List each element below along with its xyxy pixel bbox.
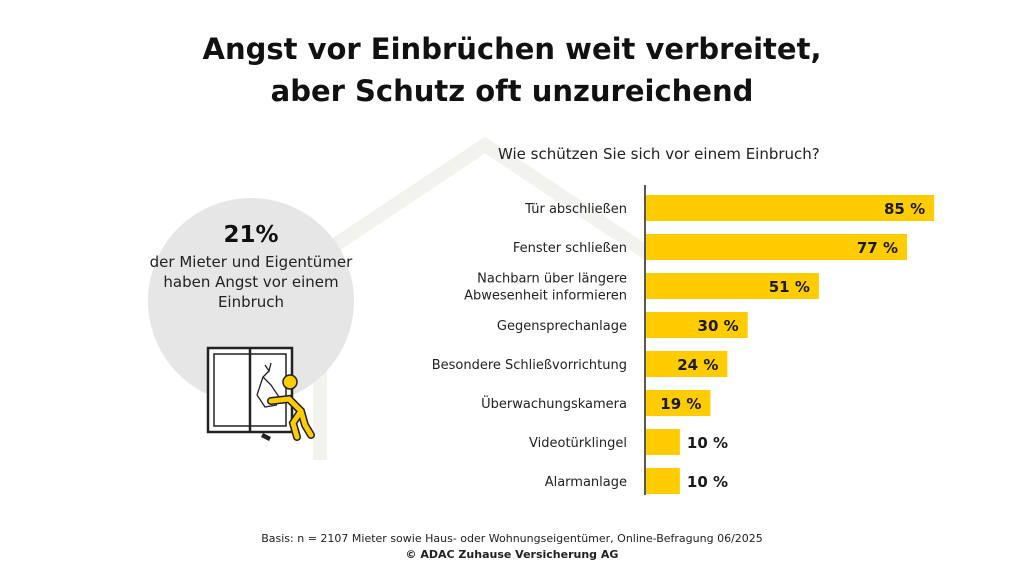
category-label: Alarmanlage	[545, 475, 627, 490]
value-label: 77 %	[857, 239, 898, 257]
value-label: 19 %	[660, 395, 701, 413]
bar	[646, 195, 935, 221]
bar	[646, 390, 711, 416]
bar	[646, 273, 819, 299]
callout-text: der Mieter und Eigentümer haben Angst vo…	[149, 253, 353, 311]
footer-copyright: © ADAC Zuhause Versicherung AG	[405, 548, 619, 561]
bar	[646, 351, 728, 377]
bar	[646, 312, 748, 338]
value-label: 85 %	[884, 200, 925, 218]
callout-percent: 21%	[223, 222, 279, 248]
title-line-2: aber Schutz oft unzureichend	[270, 74, 754, 108]
value-label: 30 %	[698, 317, 739, 335]
bar	[646, 234, 908, 260]
burglar-breaking-window-icon	[206, 346, 315, 441]
category-label: Nachbarn über längere	[477, 272, 627, 287]
value-label: 24 %	[677, 356, 718, 374]
chart-title: Wie schützen Sie sich vor einem Einbruch…	[498, 145, 820, 163]
category-label: Abwesenheit informieren	[464, 289, 627, 304]
value-label: 51 %	[769, 278, 810, 296]
category-label: Tür abschließen	[524, 202, 627, 217]
value-label: 10 %	[687, 434, 728, 452]
title-line-1: Angst vor Einbrüchen weit verbreitet,	[202, 32, 822, 66]
category-label: Überwachungskamera	[481, 395, 627, 412]
bar	[646, 468, 680, 494]
page-title: Angst vor Einbrüchen weit verbreitet, ab…	[0, 28, 1024, 112]
bar	[646, 429, 680, 455]
category-label: Besondere Schließvorrichtung	[432, 358, 627, 373]
footer-basis: Basis: n = 2107 Mieter sowie Haus- oder …	[261, 532, 763, 545]
category-label: Gegensprechanlage	[497, 319, 627, 334]
category-label: Videotürklingel	[529, 436, 627, 451]
value-label: 10 %	[687, 473, 728, 491]
category-label: Fenster schließen	[513, 241, 627, 256]
